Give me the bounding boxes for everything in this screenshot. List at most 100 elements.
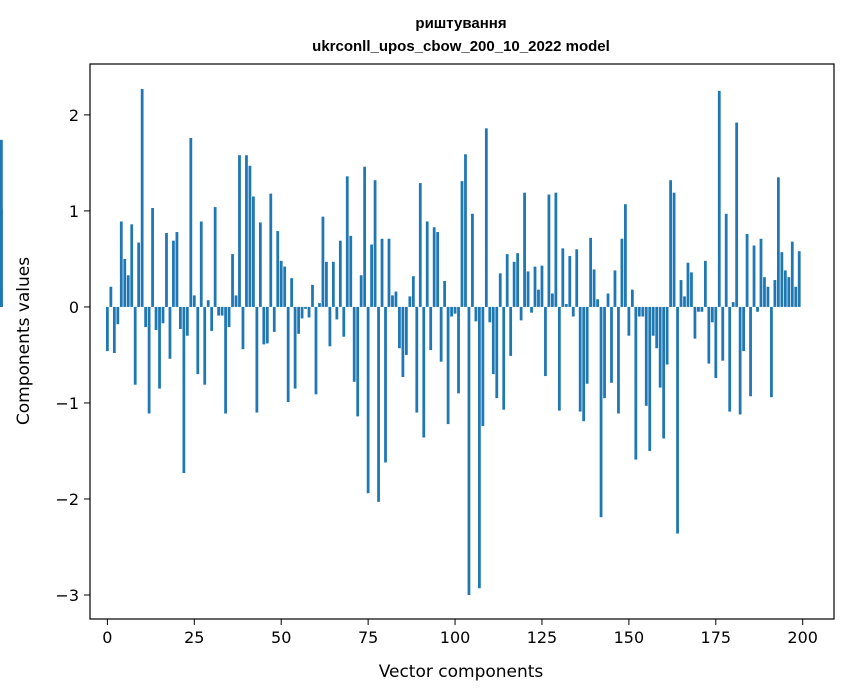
bar bbox=[655, 306, 659, 349]
bar bbox=[192, 295, 196, 307]
bar bbox=[283, 266, 287, 307]
y-tick-label: 1 bbox=[69, 202, 79, 221]
bar bbox=[206, 300, 210, 307]
bar bbox=[745, 233, 749, 307]
bar bbox=[551, 293, 554, 307]
bar bbox=[241, 306, 245, 350]
bar bbox=[770, 306, 773, 398]
bar bbox=[387, 238, 391, 307]
bar bbox=[391, 295, 394, 307]
bar bbox=[147, 306, 151, 414]
bar bbox=[585, 306, 589, 384]
bar bbox=[613, 270, 617, 307]
bar bbox=[231, 254, 234, 307]
bar bbox=[582, 306, 586, 422]
bar bbox=[398, 306, 401, 349]
y-tick-label: 2 bbox=[69, 106, 79, 125]
bar bbox=[279, 260, 283, 307]
x-tick-label: 75 bbox=[358, 628, 378, 647]
y-axis-label: Components values bbox=[14, 257, 34, 425]
bar bbox=[436, 232, 440, 307]
bar bbox=[453, 306, 457, 314]
bar bbox=[325, 261, 328, 307]
bar bbox=[575, 249, 579, 307]
bar bbox=[377, 306, 380, 502]
bar bbox=[516, 253, 520, 307]
bar bbox=[359, 275, 363, 307]
bar bbox=[422, 306, 426, 438]
bar bbox=[731, 302, 735, 307]
bar bbox=[557, 306, 561, 411]
bar bbox=[307, 306, 311, 318]
bar bbox=[599, 306, 603, 518]
bar bbox=[707, 306, 711, 364]
bar bbox=[617, 306, 620, 414]
bar bbox=[530, 306, 533, 313]
bar bbox=[662, 306, 666, 439]
bar bbox=[265, 306, 269, 344]
bar bbox=[669, 180, 672, 307]
bar bbox=[738, 306, 742, 415]
bar bbox=[297, 306, 300, 334]
bar bbox=[592, 269, 596, 307]
x-tick-label: 0 bbox=[102, 628, 112, 647]
bar bbox=[547, 194, 551, 307]
bar bbox=[714, 306, 718, 378]
bar bbox=[262, 306, 266, 345]
bar bbox=[672, 192, 676, 307]
bar bbox=[161, 306, 165, 324]
bar bbox=[293, 306, 297, 389]
bar bbox=[512, 261, 516, 307]
bar bbox=[484, 128, 488, 307]
bar bbox=[380, 238, 384, 307]
bar bbox=[415, 306, 419, 413]
bar bbox=[258, 222, 262, 307]
bar bbox=[571, 306, 575, 317]
bar bbox=[509, 306, 513, 356]
bar bbox=[561, 248, 565, 307]
bar bbox=[366, 306, 370, 494]
bar bbox=[658, 306, 662, 388]
chart-title: риштування bbox=[415, 15, 506, 32]
bar bbox=[606, 293, 610, 307]
bar bbox=[252, 196, 255, 307]
bar bbox=[450, 306, 453, 317]
bar bbox=[648, 306, 652, 451]
bar bbox=[471, 213, 474, 307]
bar bbox=[404, 306, 408, 355]
bar bbox=[342, 306, 346, 337]
y-tick-label: −1 bbox=[55, 394, 79, 413]
plot-area-frame bbox=[89, 63, 835, 620]
bar bbox=[603, 306, 606, 399]
bar bbox=[384, 306, 387, 463]
bar bbox=[787, 277, 791, 307]
bar bbox=[710, 306, 714, 323]
bar bbox=[196, 306, 200, 375]
bar bbox=[401, 306, 405, 378]
bar bbox=[105, 306, 109, 352]
bar bbox=[311, 284, 314, 307]
bar bbox=[467, 306, 471, 595]
bar bbox=[540, 265, 544, 307]
bar bbox=[665, 306, 669, 365]
bar bbox=[345, 176, 349, 307]
bar bbox=[568, 256, 572, 307]
bar bbox=[331, 261, 335, 307]
bar bbox=[137, 242, 141, 307]
bar bbox=[349, 235, 353, 307]
bar bbox=[564, 304, 568, 307]
bar bbox=[759, 238, 763, 307]
y-axis-ticks: −3 −2 −1 0 1 2 bbox=[55, 106, 90, 605]
bar bbox=[578, 306, 582, 412]
bar bbox=[408, 296, 412, 307]
bar bbox=[314, 306, 318, 395]
bar bbox=[780, 252, 784, 307]
bar bbox=[290, 278, 294, 307]
x-axis-label: Vector components bbox=[379, 662, 544, 682]
bar bbox=[224, 306, 227, 414]
x-tick-label: 200 bbox=[787, 628, 818, 647]
bar bbox=[119, 221, 123, 307]
bar bbox=[683, 296, 686, 307]
bar bbox=[763, 277, 766, 307]
bar bbox=[179, 306, 182, 330]
